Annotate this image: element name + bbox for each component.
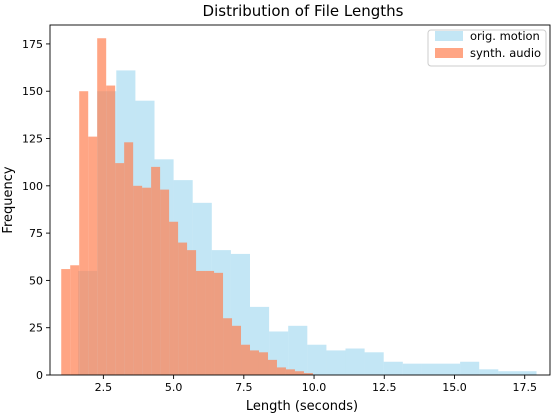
legend-label-synth-audio: synth. audio [470, 46, 541, 60]
bar-synth-audio [142, 187, 152, 375]
bar-synth-audio [214, 272, 224, 375]
bar-orig-motion [307, 344, 327, 375]
bar-synth-audio [241, 344, 250, 375]
bar-synth-audio [276, 367, 286, 375]
bar-synth-audio [303, 373, 313, 375]
y-axis-label: Frequency [1, 166, 16, 233]
x-tick-label: 2.5 [95, 381, 113, 394]
y-axis-ticks: 0 25 50 75 100 125 150 175 [22, 38, 50, 382]
bar-synth-audio [223, 318, 233, 375]
x-axis-label: Length (seconds) [246, 399, 358, 414]
bar-synth-audio [258, 352, 268, 375]
legend-swatch-orig-motion [435, 31, 463, 41]
bar-synth-audio [267, 359, 277, 375]
bar-orig-motion [460, 361, 480, 375]
bar-synth-audio [106, 85, 116, 376]
bar-orig-motion [364, 352, 384, 375]
bar-synth-audio [88, 136, 98, 375]
y-tick-label: 175 [22, 38, 43, 51]
bar-synth-audio [205, 270, 215, 375]
bar-synth-audio [115, 163, 125, 375]
bar-orig-motion [345, 348, 365, 375]
series-synth-audio [61, 38, 313, 376]
y-tick-label: 125 [22, 133, 43, 146]
bar-orig-motion [326, 350, 346, 375]
y-tick-label: 25 [29, 322, 43, 335]
chart-title: Distribution of File Lengths [203, 2, 404, 20]
y-tick-label: 75 [29, 227, 43, 240]
axes-frame [49, 24, 551, 376]
legend-label-orig-motion: orig. motion [470, 29, 540, 43]
x-tick-label: 10.0 [302, 381, 327, 394]
x-axis-ticks: 2.5 5.0 7.5 10.0 12.5 15.0 17.5 [95, 375, 537, 394]
bar-synth-audio [61, 269, 71, 375]
y-tick-label: 0 [36, 369, 43, 382]
legend: orig. motion synth. audio [427, 29, 547, 67]
bar-synth-audio [285, 369, 295, 375]
bar-synth-audio [160, 189, 170, 375]
x-tick-label: 17.5 [512, 381, 537, 394]
y-tick-label: 100 [22, 180, 43, 193]
bar-synth-audio [79, 91, 89, 375]
bar-orig-motion [402, 363, 422, 375]
y-tick-label: 150 [22, 85, 43, 98]
bar-orig-motion [288, 325, 308, 375]
bar-synth-audio [70, 265, 80, 375]
x-tick-label: 7.5 [235, 381, 253, 394]
x-tick-label: 12.5 [372, 381, 397, 394]
bar-orig-motion [517, 371, 537, 375]
bar-synth-audio [124, 142, 134, 375]
bar-orig-motion [479, 369, 499, 375]
bar-orig-motion [441, 363, 461, 375]
bar-synth-audio [169, 221, 179, 375]
bar-synth-audio [250, 350, 259, 375]
x-tick-label: 15.0 [442, 381, 467, 394]
bar-synth-audio [294, 371, 304, 375]
legend-swatch-synth-audio [435, 48, 463, 58]
bar-synth-audio [97, 38, 107, 375]
y-tick-label: 50 [29, 274, 43, 287]
bar-synth-audio [196, 270, 206, 375]
bar-synth-audio [178, 242, 188, 375]
bar-synth-audio [151, 166, 161, 375]
x-tick-label: 5.0 [165, 381, 183, 394]
bar-orig-motion [383, 361, 403, 375]
bar-synth-audio [187, 250, 197, 375]
bars-layer [61, 38, 537, 376]
bar-synth-audio [133, 185, 143, 375]
bar-orig-motion [498, 371, 518, 375]
bar-orig-motion [421, 363, 442, 375]
bar-synth-audio [232, 325, 242, 375]
